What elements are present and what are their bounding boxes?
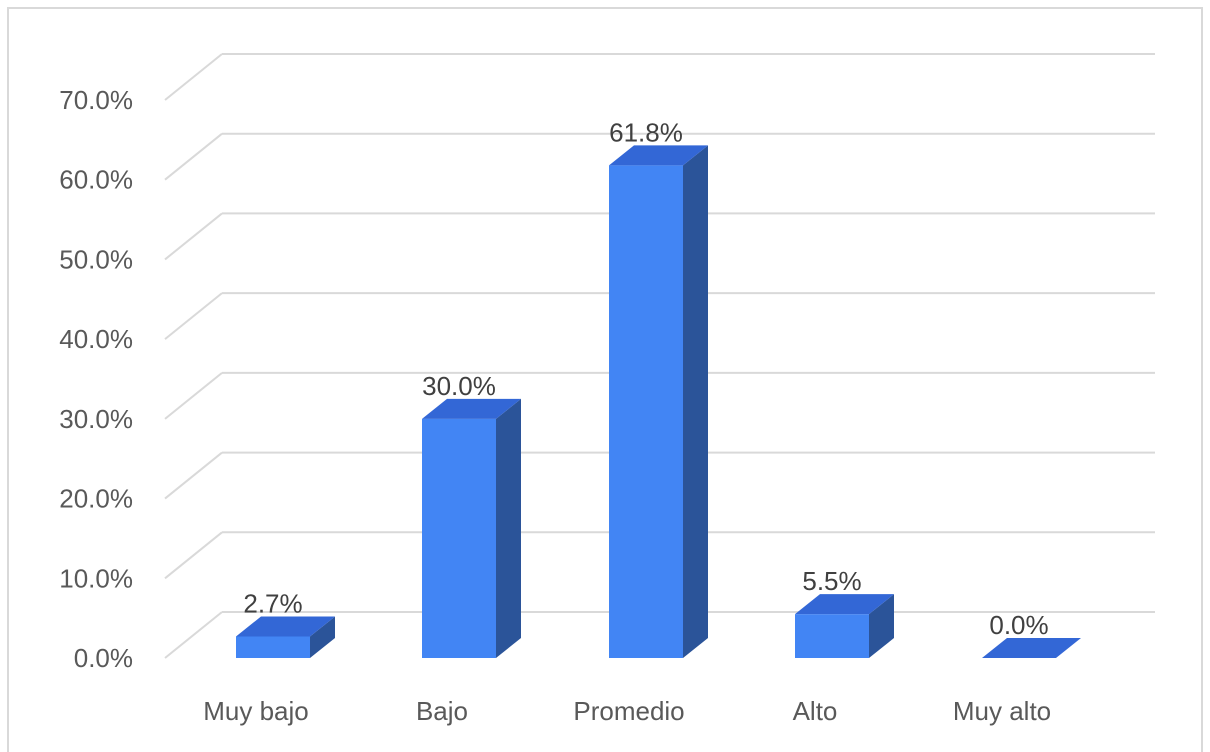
bar-front: [795, 614, 869, 658]
bar-top: [795, 594, 894, 615]
gridline-diagonal: [164, 132, 223, 181]
gridline-diagonal: [164, 372, 223, 420]
bar-front: [609, 165, 683, 658]
bar-top: [982, 638, 1081, 658]
bar-top: [236, 616, 335, 637]
y-tick-label: 10.0%: [59, 563, 133, 593]
data-label: 30.0%: [422, 371, 496, 401]
x-tick-label: Alto: [793, 696, 838, 726]
bar-side: [310, 616, 335, 658]
y-tick-label: 40.0%: [59, 324, 133, 354]
bar-side: [869, 594, 894, 658]
x-tick-label: Muy alto: [953, 696, 1051, 726]
bar-top: [609, 145, 708, 166]
y-tick-label: 70.0%: [59, 85, 133, 115]
x-tick-label: Promedio: [573, 696, 684, 726]
bar-top: [422, 398, 521, 419]
bar-side: [496, 398, 521, 658]
y-tick-label: 30.0%: [59, 404, 133, 434]
gridline-diagonal: [164, 53, 223, 101]
x-tick-label: Muy bajo: [203, 696, 309, 726]
y-tick-label: 0.0%: [74, 643, 133, 673]
gridline-diagonal: [164, 451, 223, 500]
bar-front: [236, 636, 310, 658]
gridline-diagonal: [164, 212, 223, 261]
y-tick-label: 60.0%: [59, 165, 133, 195]
y-tick-label: 20.0%: [59, 484, 133, 514]
gridline-diagonal: [164, 292, 223, 340]
data-label: 61.8%: [609, 117, 683, 147]
gridline-diagonal: [164, 531, 223, 580]
y-tick-label: 50.0%: [59, 244, 133, 274]
gridline-diagonal: [164, 611, 223, 659]
data-label: 5.5%: [802, 566, 861, 596]
data-label: 0.0%: [989, 610, 1048, 640]
chart-frame: [7, 7, 1203, 752]
x-tick-label: Bajo: [416, 696, 468, 726]
bar-side: [683, 145, 708, 658]
data-label: 2.7%: [243, 588, 302, 618]
bar-front: [422, 418, 496, 658]
